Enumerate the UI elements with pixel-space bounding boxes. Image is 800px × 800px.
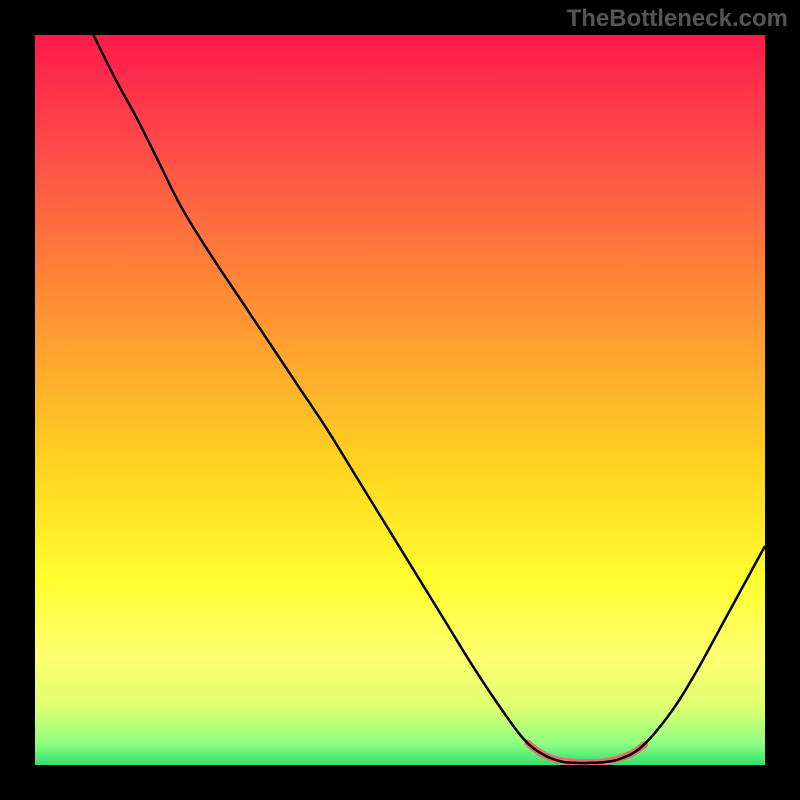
plot-area [35, 35, 765, 765]
plot-svg [35, 35, 765, 765]
watermark-text: TheBottleneck.com [567, 5, 788, 33]
chart-container: TheBottleneck.com [0, 0, 800, 800]
gradient-background [35, 35, 765, 765]
